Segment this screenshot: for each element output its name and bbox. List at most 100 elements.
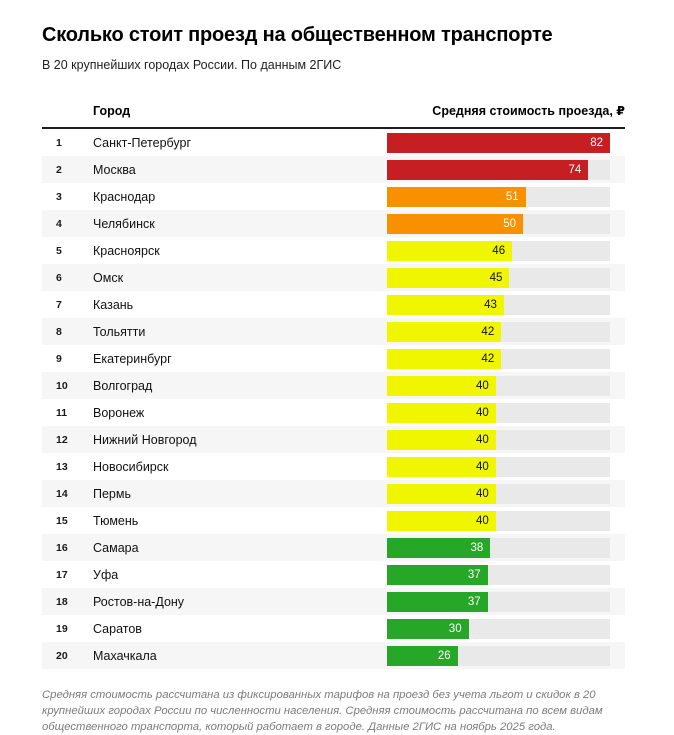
column-header-city: Город (93, 104, 131, 118)
city-name: Москва (93, 162, 136, 177)
rank-number: 20 (56, 649, 68, 662)
table-row: 8 Тольятти 42 (42, 318, 625, 345)
value-bar: 51 (387, 186, 526, 207)
table-row: 9 Екатеринбург 42 (42, 345, 625, 372)
rank-number: 17 (56, 568, 68, 581)
value-bar: 74 (387, 159, 589, 180)
table-row: 11 Воронеж 40 (42, 399, 625, 426)
city-name: Нижний Новгород (93, 432, 197, 447)
rank-number: 13 (56, 460, 68, 473)
value-bar: 40 (387, 375, 496, 396)
city-name: Екатеринбург (93, 351, 172, 366)
footnote: Средняя стоимость рассчитана из фиксиров… (42, 689, 603, 734)
bar-track: 40 (387, 456, 610, 477)
bar-track: 40 (387, 483, 610, 504)
table-row: 4 Челябинск 50 (42, 210, 625, 237)
table-row: 7 Казань 43 (42, 291, 625, 318)
value-bar: 40 (387, 483, 496, 504)
page-title: Сколько стоит проезд на общественном тра… (42, 24, 553, 46)
value-bar: 37 (387, 591, 488, 612)
bar-track: 46 (387, 240, 610, 261)
rank-number: 2 (56, 163, 62, 176)
table-row: 14 Пермь 40 (42, 480, 625, 507)
table-row: 5 Красноярск 46 (42, 237, 625, 264)
value-bar: 37 (387, 564, 488, 585)
bar-track: 45 (387, 267, 610, 288)
table-row: 12 Нижний Новгород 40 (42, 426, 625, 453)
bar-track: 40 (387, 510, 610, 531)
rank-number: 14 (56, 487, 68, 500)
table-row: 13 Новосибирск 40 (42, 453, 625, 480)
city-name: Казань (93, 297, 134, 312)
bar-track: 38 (387, 537, 610, 558)
table-row: 3 Краснодар 51 (42, 183, 625, 210)
table-row: 6 Омск 45 (42, 264, 625, 291)
value-bar: 42 (387, 348, 502, 369)
value-bar: 82 (387, 132, 610, 153)
city-name: Тюмень (93, 513, 139, 528)
bar-track: 40 (387, 375, 610, 396)
city-name: Тольятти (93, 324, 146, 339)
column-header-value: Средняя стоимость проезда, ₽ (432, 104, 625, 118)
value-bar: 40 (387, 510, 496, 531)
rank-number: 11 (56, 406, 68, 419)
rank-number: 19 (56, 622, 68, 635)
value-bar: 42 (387, 321, 502, 342)
city-name: Санкт-Петербург (93, 135, 192, 150)
table-body: 1 Санкт-Петербург 82 2 Москва 74 3 Краснодар 51 4… (42, 129, 625, 669)
value-bar: 46 (387, 240, 513, 261)
bar-track: 51 (387, 186, 610, 207)
table-row: 1 Санкт-Петербург 82 (42, 129, 625, 156)
rank-number: 15 (56, 514, 68, 527)
city-name: Уфа (93, 567, 119, 582)
table-row: 20 Махачкала 26 (42, 642, 625, 669)
city-name: Саратов (93, 621, 142, 636)
table-row: 17 Уфа 37 (42, 561, 625, 588)
rank-number: 3 (56, 190, 62, 203)
city-name: Омск (93, 270, 124, 285)
page-subtitle: В 20 крупнейших городах России. По данны… (42, 58, 342, 72)
city-name: Самара (93, 540, 139, 555)
rank-number: 8 (56, 325, 62, 338)
city-name: Ростов-на-Дону (93, 594, 185, 609)
rank-number: 1 (56, 136, 62, 149)
value-bar: 50 (387, 213, 523, 234)
bar-track: 42 (387, 348, 610, 369)
table-row: 10 Волгоград 40 (42, 372, 625, 399)
table-row: 15 Тюмень 40 (42, 507, 625, 534)
value-bar: 26 (387, 645, 458, 666)
transport-cost-table: Город Средняя стоимость проезда, ₽ 1 Санк… (42, 103, 625, 669)
value-bar: 40 (387, 456, 496, 477)
table-row: 19 Саратов 30 (42, 615, 625, 642)
rank-number: 12 (56, 433, 68, 446)
value-bar: 45 (387, 267, 510, 288)
city-name: Волгоград (93, 378, 153, 393)
city-name: Краснодар (93, 189, 156, 204)
value-bar: 40 (387, 429, 496, 450)
rank-number: 6 (56, 271, 62, 284)
value-bar: 30 (387, 618, 469, 639)
rank-number: 18 (56, 595, 68, 608)
value-bar: 38 (387, 537, 491, 558)
rank-number: 7 (56, 298, 62, 311)
value-bar: 40 (387, 402, 496, 423)
rank-number: 16 (56, 541, 68, 554)
city-name: Воронеж (93, 405, 145, 420)
bar-track: 40 (387, 429, 610, 450)
rank-number: 4 (56, 217, 62, 230)
bar-track: 30 (387, 618, 610, 639)
city-name: Пермь (93, 486, 131, 501)
rank-number: 5 (56, 244, 62, 257)
table-header-row: Город Средняя стоимость проезда, ₽ (42, 103, 625, 129)
city-name: Челябинск (93, 216, 155, 231)
table-row: 18 Ростов-на-Дону 37 (42, 588, 625, 615)
table-row: 2 Москва 74 (42, 156, 625, 183)
city-name: Махачкала (93, 648, 157, 663)
city-name: Новосибирск (93, 459, 169, 474)
rank-number: 9 (56, 352, 62, 365)
bar-track: 42 (387, 321, 610, 342)
value-bar: 43 (387, 294, 504, 315)
bar-track: 37 (387, 564, 610, 585)
bar-track: 37 (387, 591, 610, 612)
